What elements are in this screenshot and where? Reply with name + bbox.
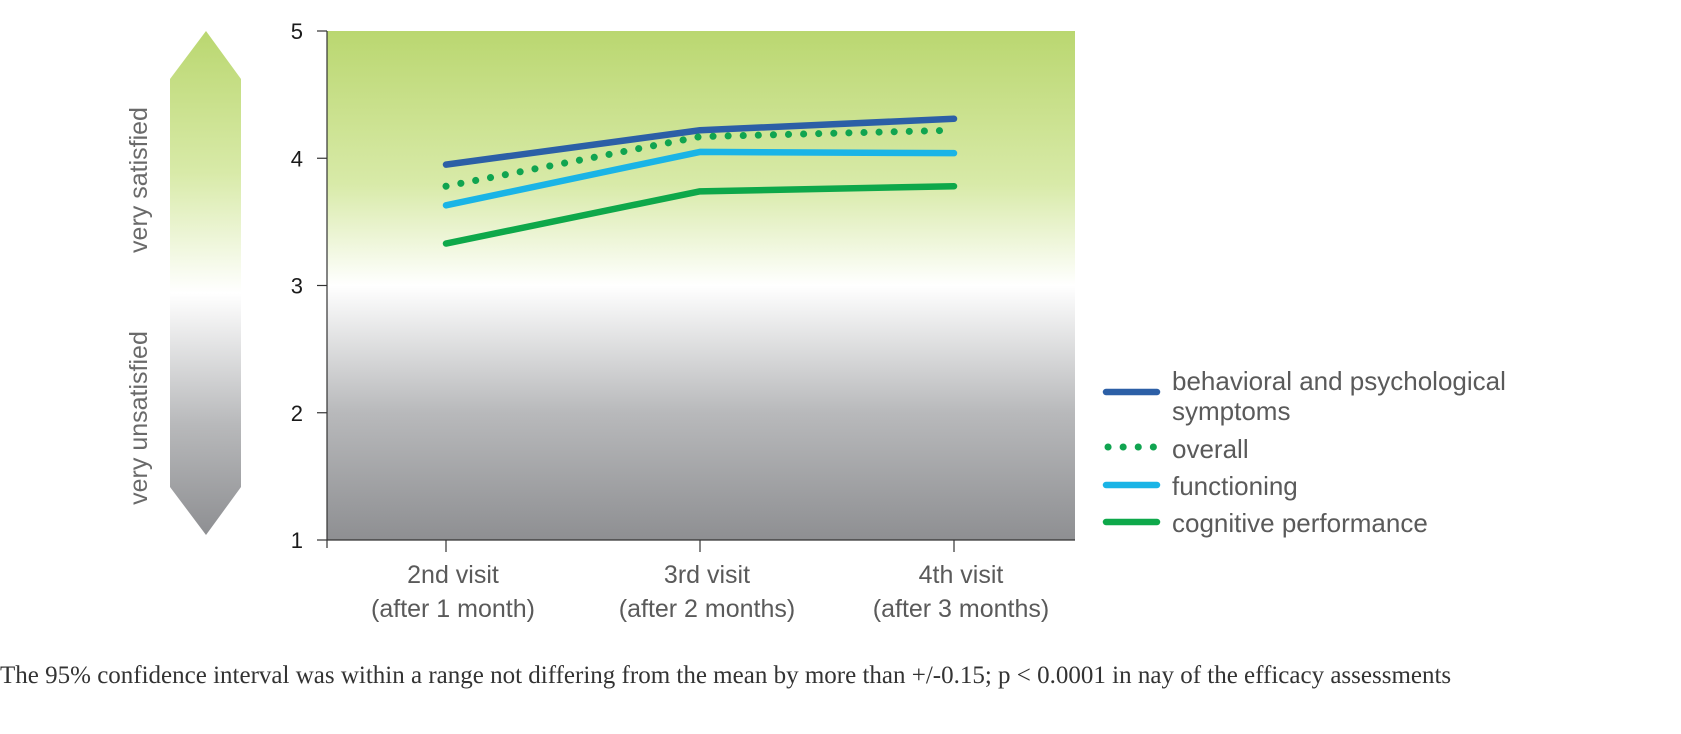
series-line-cognitive-performance [442,182,958,247]
x-tick-label: (after 2 months) [619,595,795,623]
x-tick-label: 3rd visit [664,561,750,589]
satisfaction-scale-arrow [170,31,241,535]
x-tick-label: (after 1 month) [371,595,535,623]
x-tick-label: 2nd visit [407,561,499,589]
x-ticks: 2nd visit (after 1 month) 3rd visit (after … [371,540,1049,623]
legend-label: overall [1172,434,1249,464]
series-line-behavioral-and-psychological-symptoms [442,115,958,168]
plot-background [327,31,1075,540]
legend-label: symptoms [1172,396,1290,426]
series-line-overall [442,126,958,190]
series-lines [442,115,958,247]
legend-label: functioning [1172,471,1298,501]
y-tick-label: 5 [291,19,303,44]
y-tick-label: 2 [291,401,303,426]
legend-label: cognitive performance [1172,508,1428,538]
very-satisfied-label: very satisfied [125,107,153,253]
y-ticks: 1 2 3 4 5 [291,19,327,553]
y-tick-label: 1 [291,528,303,553]
chart-caption: The 95% confidence interval was within a… [0,662,1452,689]
y-tick-label: 4 [291,146,303,171]
legend-label: behavioral and psychological [1172,366,1506,396]
very-unsatisfied-label: very unsatisfied [125,331,153,505]
y-tick-label: 3 [291,274,303,299]
x-tick-label: (after 3 months) [873,595,1049,623]
x-tick-label: 4th visit [919,561,1004,589]
series-line-functioning [442,148,958,209]
